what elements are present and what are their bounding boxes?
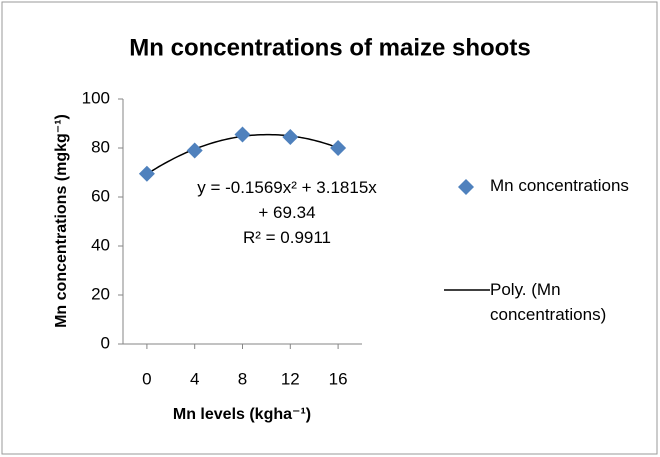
legend-label: Poly. (Mn concentrations) (490, 280, 607, 324)
x-tick-label: 16 (329, 369, 348, 388)
chart-title: Mn concentrations of maize shoots (129, 34, 530, 61)
y-tick-label: 100 (82, 88, 110, 107)
y-tick-label: 20 (91, 284, 110, 303)
y-tick-label: 0 (101, 333, 110, 352)
x-axis-label: Mn levels (kgha⁻¹) (173, 406, 311, 423)
point (330, 140, 347, 156)
trend-equation: y = -0.1569x² + 3.1815x + 69.34 R² = 0.9… (192, 175, 382, 250)
x-tick-label: 12 (281, 369, 300, 388)
point (234, 126, 251, 143)
y-tick-label: 60 (91, 186, 110, 205)
point (138, 165, 155, 182)
x-tick-label: 8 (238, 369, 247, 388)
point (282, 128, 299, 145)
y-axis-label: Mn concentrations (mgkg⁻¹) (53, 114, 70, 328)
legend-marker (458, 179, 474, 195)
y-tick-label: 80 (91, 137, 110, 156)
r-squared-text: R² = 0.9911 (242, 228, 332, 247)
y-tick-label: 40 (91, 235, 110, 254)
x-tick-label: 0 (142, 369, 151, 388)
legend-label: Mn concentrations (490, 176, 629, 195)
equation-text: y = -0.1569x² + 3.1815x + 69.34 (197, 178, 377, 222)
point (186, 142, 203, 159)
x-tick-label: 4 (190, 369, 199, 388)
